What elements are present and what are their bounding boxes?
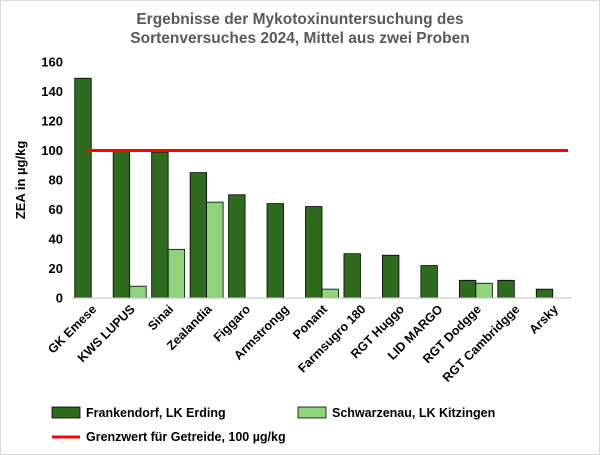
legend-label-schwarzenau: Schwarzenau, LK Kitzingen <box>332 406 495 420</box>
y-axis-label: ZEA in µg/kg <box>13 141 28 220</box>
y-tick-label: 140 <box>41 84 63 99</box>
y-tick-label: 40 <box>49 232 63 247</box>
bar-frankendorf <box>228 194 246 299</box>
bar-frankendorf <box>189 172 208 299</box>
bar-frankendorf <box>112 150 131 299</box>
y-tick-label: 80 <box>49 173 63 188</box>
bar-schwarzenau <box>321 288 339 299</box>
legend: Frankendorf, LK Erding Schwarzenau, LK K… <box>51 406 495 444</box>
bar-schwarzenau <box>129 285 147 299</box>
bar-schwarzenau <box>475 282 493 299</box>
bar-frankendorf <box>305 206 323 299</box>
bar-frankendorf <box>382 254 400 299</box>
bar-frankendorf <box>420 265 438 299</box>
y-tick-label: 160 <box>41 55 63 70</box>
bar-schwarzenau <box>167 248 186 299</box>
y-tick-label: 0 <box>56 291 63 306</box>
legend-label-grenzwert: Grenzwert für Getreide, 100 µg/kg <box>86 430 286 444</box>
bar-frankendorf <box>266 203 284 299</box>
legend-swatch-schwarzenau <box>297 406 327 419</box>
bar-frankendorf <box>497 279 515 299</box>
y-tick-label: 20 <box>49 261 63 276</box>
y-tick-label: 100 <box>41 143 63 158</box>
bar-schwarzenau <box>206 201 224 299</box>
y-axis-ticks: 0 20 40 60 80 100 120 140 160 <box>41 55 63 306</box>
legend-swatch-frankendorf <box>51 406 81 419</box>
bars <box>74 77 554 299</box>
chart-title-line-2: Sortenversuches 2024, Mittel aus zwei Pr… <box>130 30 469 47</box>
legend-label-frankendorf: Frankendorf, LK Erding <box>86 406 226 420</box>
y-tick-label: 120 <box>41 114 63 129</box>
bar-frankendorf <box>74 77 92 299</box>
bar-frankendorf <box>151 151 169 299</box>
bar-frankendorf <box>535 288 554 299</box>
chart-title-line-1: Ergebnisse der Mykotoxinuntersuchung des <box>136 11 463 28</box>
bar-frankendorf <box>458 279 477 299</box>
bar-frankendorf <box>343 253 361 299</box>
y-tick-label: 60 <box>49 202 63 217</box>
